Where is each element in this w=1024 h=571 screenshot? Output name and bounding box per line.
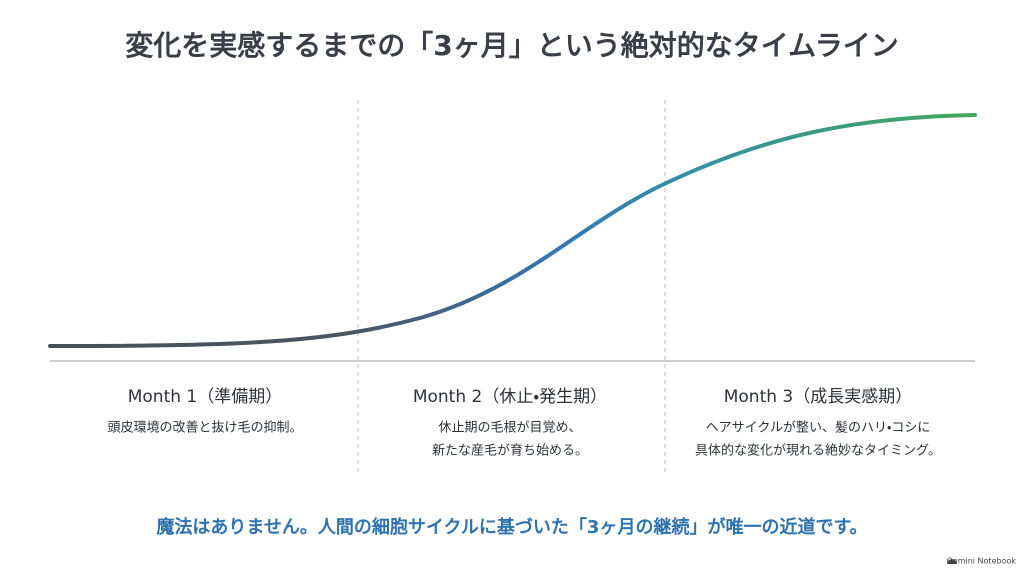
column-heading: Month 2（休止・発生期）: [413, 387, 607, 407]
column-heading: Month 3（成長実感期）: [724, 387, 913, 407]
column-text: 休止期の毛根が目覚め、: [438, 421, 581, 436]
column-text: 具体的な変化が現れる絶妙なタイミング。: [695, 443, 941, 459]
column-text: ヘアサイクルが整い、髪のハリ・コシに: [706, 421, 931, 436]
growth-curve: [48, 113, 977, 348]
title: 変化を実感するまでの「3ヶ月」という絶対的なタイムライン: [125, 29, 899, 62]
brand-icon: [947, 559, 957, 564]
brand: Gemini Notebook: [947, 557, 1017, 566]
column-text: 新たな産毛が育ち始める。: [432, 443, 588, 459]
column-heading: Month 1（準備期）: [128, 387, 283, 407]
column-text: 頭皮環境の改善と抜け毛の抑制。: [107, 420, 302, 436]
key-message: 魔法はありません。人間の細胞サイクルに基づいた「3ヶ月の継続」が唯一の近道です。: [156, 516, 867, 538]
